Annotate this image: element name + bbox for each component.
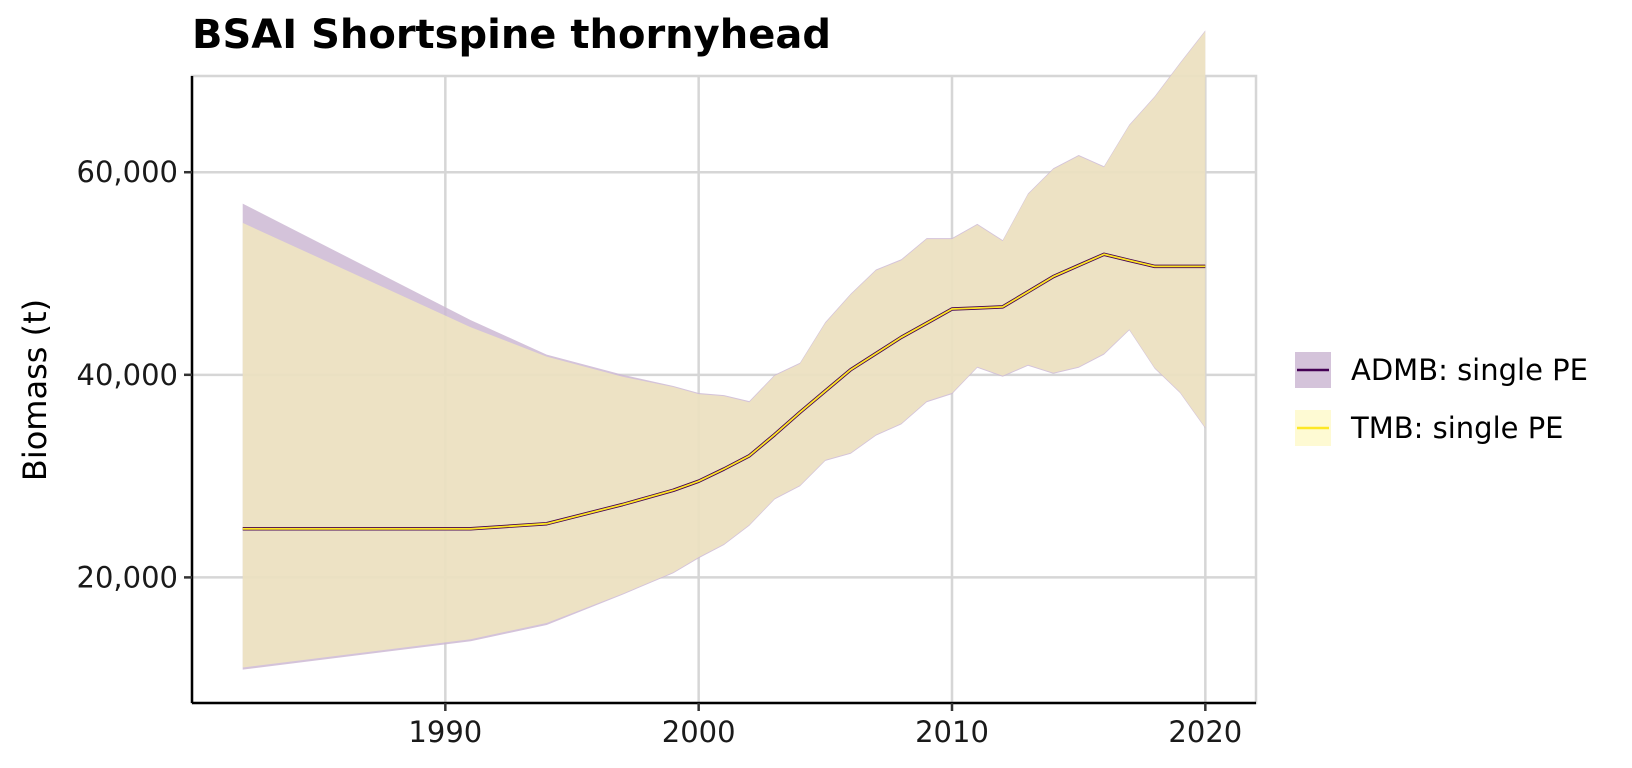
legend: ADMB: single PE TMB: single PE [1295,352,1588,446]
legend-item-1: ADMB: single PE [1295,352,1588,388]
y-tick-label: 40,000 [77,358,178,392]
x-axis-ticks: 1990 2000 2010 2020 [408,703,1242,749]
series-lines [242,252,1206,531]
chart-title: BSAI Shortspine thornyhead [192,12,831,58]
y-axis-title: Biomass (t) [16,299,54,481]
ribbon-series-2 [242,31,1206,668]
line-series-2 [242,253,1206,530]
y-axis-ticks: 20,000 40,000 60,000 [77,155,192,594]
x-tick-label: 2000 [662,715,736,749]
legend-label: TMB: single PE [1350,411,1564,445]
x-tick-label: 2010 [915,715,989,749]
confidence-ribbons [242,30,1206,670]
legend-label: ADMB: single PE [1351,353,1588,387]
y-tick-label: 20,000 [77,560,178,594]
legend-item-2: TMB: single PE [1295,410,1564,446]
x-tick-label: 2020 [1168,715,1242,749]
x-tick-label: 1990 [408,715,482,749]
y-tick-label: 60,000 [77,155,178,189]
